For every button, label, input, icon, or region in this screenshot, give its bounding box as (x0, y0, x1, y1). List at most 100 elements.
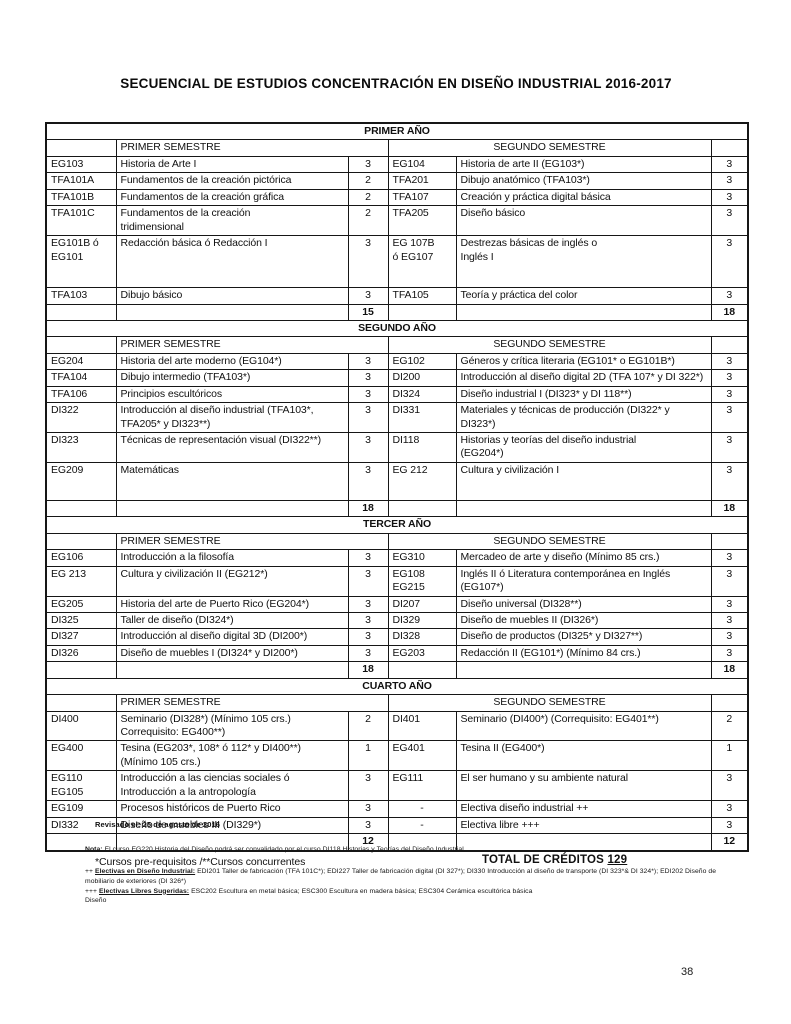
course-name-cell: Seminario (DI400*) (Correquisito: EG401*… (455, 710, 712, 742)
course-row: TFA106 Principios escultóricos 3 DI324 Diseñ… (45, 385, 749, 404)
empty-code-cell (45, 499, 117, 518)
credits-cell: 3 (710, 402, 749, 433)
course-code-cell: EG209 (45, 461, 117, 501)
semester-header-row: PRIMER SEMESTRE SEGUNDO SEMESTRE (45, 139, 749, 157)
second-semester-header: SEGUNDO SEMESTRE (387, 694, 712, 712)
document-page: SECUENCIAL DE ESTUDIOS CONCENTRACIÓN EN … (45, 76, 750, 868)
course-row: DI325 Taller de diseño (DI324*) 3 DI329 Dise… (45, 611, 749, 630)
credits-cell: 2 (347, 205, 389, 237)
credits-cell: 3 (710, 369, 749, 387)
course-row: DI332 Diseño de muebles III (DI329*) 3- Ele… (45, 816, 749, 835)
prerequisites-note: *Cursos pre-requisitos /**Cursos concurr… (95, 855, 306, 868)
credits-cell: 3 (347, 287, 389, 305)
credits-cell: 3 (347, 432, 389, 463)
course-code-cell: DI323 (45, 432, 117, 463)
credits-cell: 3 (710, 549, 749, 567)
note-label: Nota: (85, 846, 103, 853)
empty-code-cell (387, 499, 457, 518)
credits-cell: 3 (710, 385, 749, 404)
empty-name-cell (115, 499, 349, 518)
total-credits: TOTAL DE CRÉDITOS 129 (482, 854, 627, 866)
course-row: DI322 Introducción al diseño industrial (… (45, 402, 749, 433)
course-name-cell: Introducción a la filosofía (115, 549, 349, 567)
course-name-cell: Historia de Arte I (115, 155, 349, 174)
course-row: DI323 Técnicas de representación visual (… (45, 432, 749, 463)
year-banner: PRIMER AÑO (45, 122, 749, 141)
course-name-cell: Fundamentos de la creación tridimensiona… (115, 205, 349, 237)
course-name-cell: Dibujo básico (115, 287, 349, 305)
course-name-cell: Seminario (DI328*) (Mínimo 105 crs.) Cor… (115, 710, 349, 742)
course-row: TFA103 Dibujo básico 3 TFA105 Teoría y práct… (45, 287, 749, 305)
course-code-cell: TFA103 (45, 287, 117, 305)
course-code-cell: DI329 (387, 611, 457, 630)
electives-industrial-prefix: ++ (85, 867, 95, 875)
first-semester-total-cell: 18 (347, 499, 389, 518)
first-semester-header: PRIMER SEMESTRE (115, 532, 389, 551)
course-row: DI327 Introducción al diseño digital 3D (… (45, 628, 749, 646)
credits-cell: 3 (710, 644, 749, 663)
credits-cell: 3 (710, 172, 749, 190)
credits-cell: 3 (710, 461, 749, 501)
footnotes-block: Nota: El curso EG220 Historia del Diseño… (85, 845, 725, 906)
credits-cell: 3 (710, 628, 749, 646)
note-text: El curso EG220 Historia del Diseño podrá… (102, 846, 464, 853)
course-code-cell: DI322 (45, 402, 117, 433)
second-semester-total-cell: 18 (710, 499, 749, 518)
course-name-cell: Redacción básica ó Redacción I (115, 235, 349, 289)
course-code-cell: TFA101C (45, 205, 117, 237)
second-semester-header: SEGUNDO SEMESTRE (387, 532, 712, 551)
course-name-cell: Materiales y técnicas de producción (DI3… (455, 402, 712, 433)
credits-cell: 3 (347, 628, 389, 646)
empty-code-cell (45, 303, 117, 321)
credits-cell: 3 (347, 352, 389, 371)
course-name-cell: Taller de diseño (DI324*) (115, 611, 349, 630)
course-name-cell: Historia de arte II (EG103*) (455, 155, 712, 174)
year-banner: CUARTO AÑO (45, 677, 749, 696)
course-code-cell: TFA205 (387, 205, 457, 237)
credits-cell: 3 (347, 800, 389, 818)
credits-cell: 3 (710, 205, 749, 237)
course-name-cell: Destrezas básicas de inglés o Inglés I (455, 235, 712, 289)
course-name-cell: Diseño de muebles II (DI326*) (455, 611, 712, 630)
credits-cell: 3 (347, 385, 389, 404)
credits-cell: 2 (347, 172, 389, 190)
course-code-cell: EG401 (387, 740, 457, 772)
curriculum-table-body: PRIMER AÑO PRIMER SEMESTRE SEGUNDO SEMESTR… (45, 122, 749, 851)
course-name-cell: Matemáticas (115, 461, 349, 501)
course-code-cell: DI200 (387, 369, 457, 387)
credits-cell: 3 (710, 770, 749, 802)
course-name-cell: Electiva libre +++ (455, 816, 712, 835)
course-row: TFA104 Dibujo intermedio (TFA103*) 3 DI200 I… (45, 369, 749, 387)
course-name-cell: Redacción II (EG101*) (Mínimo 84 crs.) (455, 644, 712, 663)
course-code-cell: DI207 (387, 595, 457, 613)
credits-cell: 1 (347, 740, 389, 772)
credits-cell: 3 (347, 595, 389, 613)
course-code-cell: EG205 (45, 595, 117, 613)
credits-cell: 3 (710, 816, 749, 835)
empty-credits-cell (710, 336, 749, 354)
semester-totals-row: 15 18 (45, 303, 749, 321)
course-name-cell: Diseño de muebles I (DI324* y DI200*) (115, 644, 349, 663)
course-name-cell: Procesos históricos de Puerto Rico (115, 800, 349, 818)
semester-header-row: PRIMER SEMESTRE SEGUNDO SEMESTRE (45, 336, 749, 354)
first-semester-total-cell: 18 (347, 661, 389, 679)
empty-name-cell (115, 661, 349, 679)
course-code-cell: DI332 (45, 816, 117, 835)
curriculum-table: PRIMER AÑO PRIMER SEMESTRE SEGUNDO SEMESTR… (45, 122, 750, 852)
course-name-cell: Tesina (EG203*, 108* ó 112* y DI400**) (… (115, 740, 349, 772)
empty-credits-cell (710, 694, 749, 712)
second-semester-total-cell: 18 (710, 303, 749, 321)
credits-cell: 2 (710, 710, 749, 742)
empty-name-cell (115, 303, 349, 321)
course-name-cell: Cultura y civilización I (455, 461, 712, 501)
course-name-cell: Teoría y práctica del color (455, 287, 712, 305)
course-name-cell: Cultura y civilización II (EG212*) (115, 565, 349, 597)
course-code-cell: EG 107B ó EG107 (387, 235, 457, 289)
empty-name-cell (455, 661, 712, 679)
course-row: EG400 Tesina (EG203*, 108* ó 112* y DI400… (45, 740, 749, 772)
course-name-cell: Diseño básico (455, 205, 712, 237)
empty-code-cell (45, 139, 117, 157)
note-convalidation: Nota: El curso EG220 Historia del Diseño… (85, 845, 725, 855)
course-code-cell: TFA106 (45, 385, 117, 404)
credits-cell: 3 (347, 549, 389, 567)
